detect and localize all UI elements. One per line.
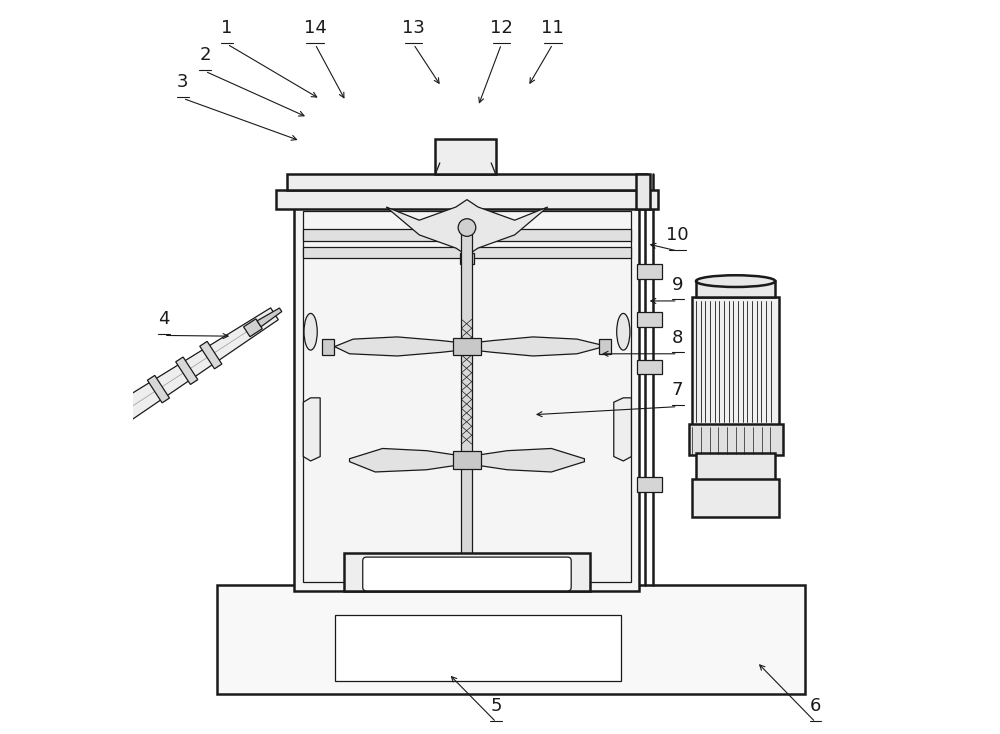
Bar bbox=[344, 553, 590, 591]
Polygon shape bbox=[386, 200, 548, 255]
Text: 7: 7 bbox=[672, 382, 683, 399]
Polygon shape bbox=[82, 413, 107, 449]
Text: 4: 4 bbox=[158, 310, 170, 328]
Bar bbox=[435, 139, 496, 174]
Polygon shape bbox=[99, 308, 278, 434]
Bar bbox=[696, 281, 775, 297]
Ellipse shape bbox=[696, 275, 775, 287]
Bar bbox=[217, 585, 805, 694]
Bar bbox=[637, 312, 662, 327]
Text: 3: 3 bbox=[177, 73, 189, 91]
Bar bbox=[599, 339, 611, 354]
Bar bbox=[636, 174, 650, 209]
Bar bbox=[453, 338, 481, 355]
Bar bbox=[692, 479, 779, 517]
Text: 5: 5 bbox=[491, 697, 502, 715]
Bar bbox=[637, 360, 662, 374]
Polygon shape bbox=[257, 308, 282, 327]
Polygon shape bbox=[331, 337, 461, 356]
Polygon shape bbox=[473, 337, 601, 356]
FancyBboxPatch shape bbox=[363, 557, 571, 591]
Bar bbox=[303, 229, 631, 241]
Bar bbox=[461, 233, 472, 570]
Polygon shape bbox=[350, 448, 461, 472]
Bar bbox=[322, 339, 334, 355]
Bar bbox=[637, 264, 662, 279]
Text: 2: 2 bbox=[199, 46, 211, 64]
Text: 12: 12 bbox=[490, 19, 513, 37]
Bar bbox=[637, 477, 662, 492]
Text: 9: 9 bbox=[672, 276, 683, 294]
Polygon shape bbox=[147, 375, 169, 403]
Polygon shape bbox=[303, 398, 320, 461]
Polygon shape bbox=[244, 319, 262, 337]
Polygon shape bbox=[473, 448, 584, 472]
Bar bbox=[692, 297, 779, 426]
Ellipse shape bbox=[617, 313, 630, 350]
Bar bbox=[335, 615, 621, 681]
Bar bbox=[453, 451, 481, 469]
Bar bbox=[276, 190, 658, 209]
Text: 13: 13 bbox=[402, 19, 425, 37]
Polygon shape bbox=[176, 357, 198, 385]
Bar bbox=[303, 211, 631, 582]
Bar bbox=[460, 253, 474, 264]
Text: 1: 1 bbox=[221, 19, 233, 37]
Circle shape bbox=[458, 219, 476, 236]
Text: 10: 10 bbox=[666, 226, 689, 244]
Ellipse shape bbox=[304, 313, 317, 350]
Text: 11: 11 bbox=[541, 19, 564, 37]
Text: 6: 6 bbox=[810, 697, 821, 715]
Polygon shape bbox=[200, 341, 222, 369]
Bar bbox=[303, 247, 631, 258]
Bar bbox=[294, 202, 639, 591]
Text: 14: 14 bbox=[304, 19, 326, 37]
Bar bbox=[696, 453, 775, 481]
Polygon shape bbox=[614, 398, 631, 461]
Bar bbox=[287, 174, 647, 190]
Text: 8: 8 bbox=[672, 329, 683, 346]
Bar bbox=[689, 424, 783, 455]
